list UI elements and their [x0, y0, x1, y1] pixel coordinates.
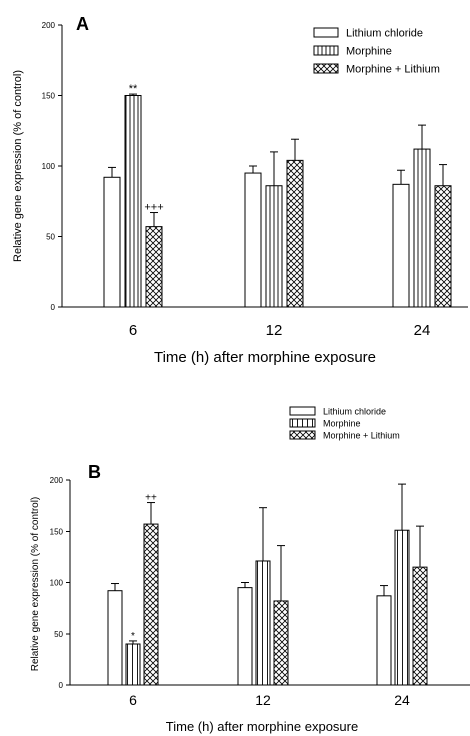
- panel-a-legend-label: Morphine + Lithium: [346, 64, 440, 76]
- panel-b-legend: Lithium chloride Morphine Morphine + Lithi…: [289, 406, 400, 441]
- panel-b-y-tick-label: 150: [50, 527, 64, 536]
- panel-a-x-tick-label: 12: [266, 322, 283, 339]
- panel-a-y-tick-label: 150: [42, 92, 56, 101]
- panel-a-bar: [434, 185, 452, 308]
- panel-a-y-tick-label: 100: [42, 162, 56, 171]
- panel-b-bar: [376, 595, 392, 686]
- panel-a-legend: Lithium chloride Morphine Morphine + Lithi…: [313, 27, 440, 76]
- panel-a-x-tick-label: 6: [129, 322, 137, 339]
- panel-b-label: B: [88, 462, 101, 482]
- panel-b-legend-label: Morphine: [323, 419, 361, 429]
- panel-b-bar: [273, 600, 289, 686]
- panel-b-legend-label: Lithium chloride: [323, 407, 386, 417]
- panel-a-x-axis-label: Time (h) after morphine exposure: [154, 349, 376, 366]
- panel-a-significance-marker: +++: [144, 202, 163, 214]
- panel-b-y-tick-label: 0: [59, 681, 64, 690]
- panel-a-bar: [286, 159, 304, 308]
- panel-b-legend-swatch: [289, 406, 316, 416]
- panel-a-legend-swatch: [313, 45, 339, 56]
- panel-a-y-tick-label: 0: [51, 303, 56, 312]
- chart-panel-b: B 0 50 100 150 200 6 12 24 * ++ Lithium chloride…: [30, 406, 470, 734]
- panel-a-bar: [392, 183, 410, 308]
- panel-a-y-axis-label: Relative gene expression (% of control): [12, 70, 24, 262]
- panel-a-legend-swatch: [313, 27, 339, 38]
- panel-b-y-tick-label: 200: [50, 476, 64, 485]
- panel-b-x-tick-label: 6: [129, 692, 137, 708]
- panel-b-bar: [237, 587, 253, 686]
- panel-b-y-tick-label: 100: [50, 579, 64, 588]
- panel-a-legend-label: Morphine: [346, 46, 392, 58]
- panel-a-legend-swatch: [313, 63, 339, 74]
- panel-a-label: A: [76, 14, 89, 34]
- panel-a-y-tick-label: 200: [42, 21, 56, 30]
- panel-b-bars: * ++: [107, 483, 428, 686]
- panel-b-y-tick-label: 50: [54, 630, 63, 639]
- panel-b-significance-marker: *: [131, 631, 135, 642]
- panel-b-significance-marker: ++: [145, 493, 157, 504]
- panel-a-bar: [145, 226, 163, 308]
- panel-b-bar: [143, 523, 159, 686]
- panel-b-legend-swatch: [289, 430, 316, 440]
- panel-b-bar: [412, 566, 428, 686]
- panel-a-significance-marker: **: [129, 83, 138, 95]
- panel-b-x-tick-label: 12: [255, 692, 271, 708]
- chart-panel-a: A 0 50 100 150 200 6 12 24 ** +++ Lithium chlori…: [12, 14, 468, 366]
- panel-b-legend-swatch: [289, 418, 316, 428]
- panel-b-bar: [394, 529, 410, 686]
- panel-a-x-tick-label: 24: [414, 322, 431, 339]
- panel-b-bar: [255, 560, 271, 686]
- panel-a-y-tick-label: 50: [46, 233, 55, 242]
- panel-a-bar: [413, 148, 431, 308]
- panel-b-legend-label: Morphine + Lithium: [323, 431, 400, 441]
- panel-a-bar: [244, 172, 262, 308]
- panel-b-bar: [125, 643, 141, 686]
- panel-a-bar: [124, 95, 142, 308]
- panel-b-x-axis-label: Time (h) after morphine exposure: [166, 719, 358, 734]
- panel-a-bar: [103, 176, 121, 308]
- panel-b-bar: [107, 590, 123, 686]
- panel-b-y-axis-label: Relative gene expression (% of control): [30, 497, 41, 672]
- panel-b-x-tick-label: 24: [394, 692, 410, 708]
- panel-a-legend-label: Lithium chloride: [346, 28, 423, 40]
- panel-a-bar: [265, 185, 283, 308]
- panel-a-bars: ** +++: [103, 83, 452, 308]
